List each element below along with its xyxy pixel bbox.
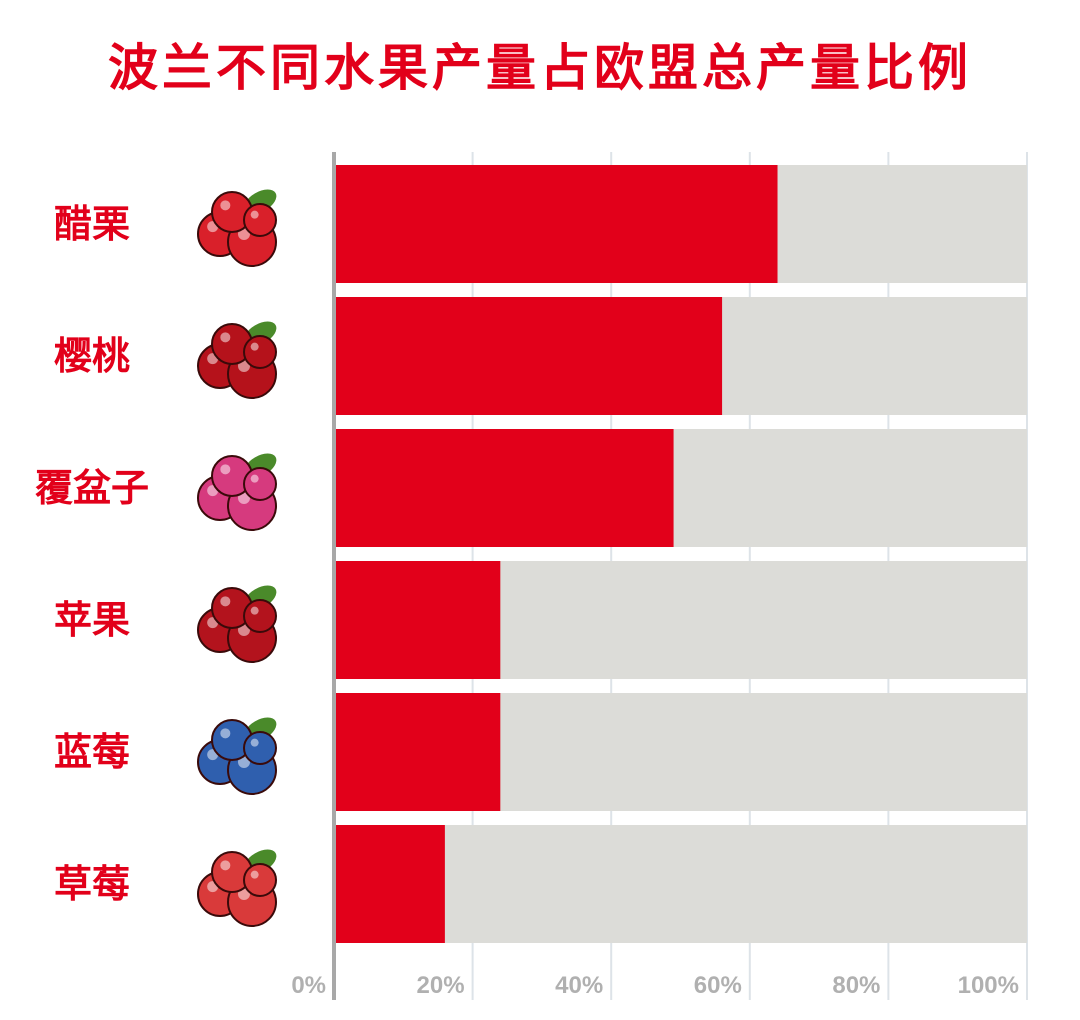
x-tick-label: 60% [694, 972, 742, 999]
category-label: 醋栗 [54, 201, 130, 246]
bar-樱桃 [334, 297, 723, 415]
x-tick-label: 100% [958, 972, 1019, 999]
category-label: 覆盆子 [35, 465, 149, 510]
blueberry-icon [197, 717, 277, 795]
cherry-icon [197, 321, 277, 399]
category-label: 苹果 [54, 597, 130, 642]
x-tick-label: 80% [832, 972, 880, 999]
currant-icon [197, 189, 277, 267]
x-tick-label: 0% [291, 972, 326, 999]
apple-icon [197, 585, 277, 663]
strawberry-icon [197, 849, 277, 927]
bar-醋栗 [334, 165, 778, 283]
bar-remainder [334, 825, 1027, 943]
category-label: 樱桃 [54, 333, 130, 378]
category-label: 草莓 [54, 861, 130, 906]
bar-蓝莓 [334, 693, 501, 811]
x-tick-label: 20% [417, 972, 465, 999]
bar-覆盆子 [334, 429, 674, 547]
chart-title: 波兰不同水果产量占欧盟总产量比例 [108, 38, 972, 97]
bar-草莓 [334, 825, 445, 943]
category-label: 蓝莓 [54, 729, 130, 774]
raspberry-icon [197, 453, 277, 531]
bar-苹果 [334, 561, 501, 679]
x-tick-label: 40% [555, 972, 603, 999]
